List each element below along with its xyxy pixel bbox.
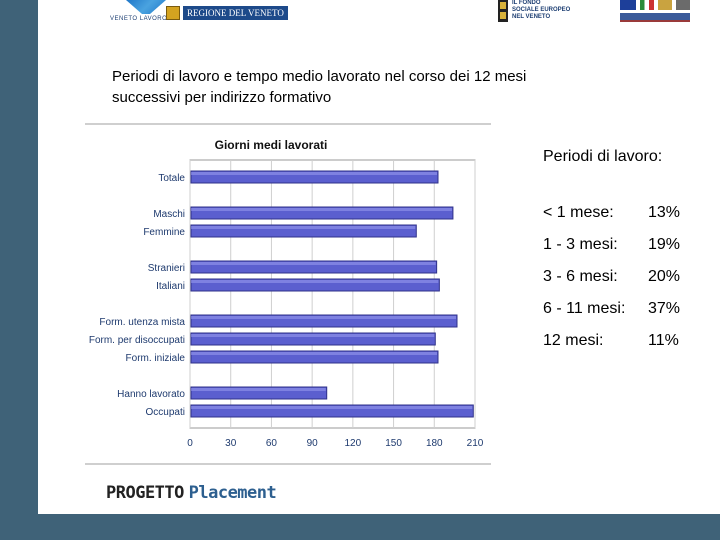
veneto-lavoro-mark-icon <box>126 0 166 14</box>
bar-highlight <box>191 406 473 409</box>
ministry-emblem-icon <box>676 0 690 10</box>
regione-veneto-text: REGIONE DEL VENETO <box>183 6 288 20</box>
bar-highlight <box>191 352 437 355</box>
period-label: 3 - 6 mesi: <box>543 268 618 285</box>
bar-highlight <box>191 172 437 175</box>
bar-highlight <box>191 208 452 211</box>
y-category-label: Femmine <box>143 227 185 238</box>
x-tick-label: 210 <box>467 438 484 449</box>
bar-highlight <box>191 280 439 283</box>
veneto-lavoro-logo: VENETO LAVORO <box>106 0 202 26</box>
region-emblem-icon <box>658 0 672 10</box>
slide: VENETO LAVORO REGIONE DEL VENETO IL FOND… <box>38 0 720 514</box>
y-category-label: Italiani <box>156 281 185 292</box>
footer-word-progetto: PROGETTO <box>106 483 184 503</box>
chart-panel: Giorni medi lavorati 0 30 60 90 120 150 180 210 T… <box>85 123 491 465</box>
period-value: 37% <box>648 300 681 317</box>
x-tick-label: 60 <box>266 438 278 449</box>
fse-logo-text: IL FONDO SOCIALE EUROPEO NEL VENETO <box>512 0 582 21</box>
period-label: < 1 mese: <box>543 204 614 221</box>
lion-emblem-icon <box>166 6 180 20</box>
period-value: 13% <box>648 204 681 221</box>
fse-line-1: IL FONDO <box>512 0 541 6</box>
italy-flag-icon <box>640 0 654 10</box>
y-category-label: Occupati <box>146 407 185 418</box>
slide-headline: Periodi di lavoro e tempo medio lavorato… <box>112 66 652 108</box>
period-label: 6 - 11 mesi: <box>543 300 626 317</box>
x-tick-label: 30 <box>225 438 237 449</box>
x-tick-label: 0 <box>187 438 193 449</box>
periods-heading: Periodi di lavoro: <box>543 148 663 165</box>
veneto-lavoro-logo-text: VENETO LAVORO <box>110 16 168 22</box>
period-label: 12 mesi: <box>543 332 604 349</box>
x-tick-label: 90 <box>307 438 319 449</box>
period-row: 6 - 11 mesi: 37% <box>543 300 713 332</box>
headline-line-1: Periodi di lavoro e tempo medio lavorato… <box>112 68 527 85</box>
y-category-label: Maschi <box>153 209 185 220</box>
period-row: < 1 mese: 13% <box>543 204 713 236</box>
period-value: 11% <box>648 332 679 349</box>
y-category-label: Form. iniziale <box>126 353 186 364</box>
period-row: 12 mesi: 11% <box>543 332 713 364</box>
eu-flag-icon <box>620 0 636 10</box>
x-tick-label: 180 <box>426 438 443 449</box>
period-row: 3 - 6 mesi: 20% <box>543 268 713 300</box>
footer-word-placement: Placement <box>188 483 277 503</box>
bar-chart: Giorni medi lavorati 0 30 60 90 120 150 180 210 T… <box>89 138 484 449</box>
period-value: 19% <box>648 236 681 253</box>
x-tick-label: 150 <box>385 438 402 449</box>
x-tick-label: 120 <box>345 438 362 449</box>
bar-highlight <box>191 226 416 229</box>
bar-highlight <box>191 334 435 337</box>
y-category-label: Totale <box>158 173 185 184</box>
y-category-label: Form. utenza mista <box>99 317 185 328</box>
bar-highlight <box>191 262 436 265</box>
regione-veneto-logo: REGIONE DEL VENETO <box>166 6 288 20</box>
fse-logo: IL FONDO SOCIALE EUROPEO NEL VENETO <box>498 0 588 24</box>
period-value: 20% <box>648 268 681 285</box>
period-row: 1 - 3 mesi: 19% <box>543 236 713 268</box>
logo-strip-band <box>620 13 690 20</box>
bar-highlight <box>191 316 456 319</box>
period-label: 1 - 3 mesi: <box>543 236 618 253</box>
fse-emblem-icon <box>498 0 508 22</box>
y-category-label: Stranieri <box>148 263 185 274</box>
y-category-label: Hanno lavorato <box>117 389 185 400</box>
logo-strip-line <box>620 20 690 22</box>
headline-line-2: successivi per indirizzo formativo <box>112 89 332 106</box>
chart-title: Giorni medi lavorati <box>215 138 328 152</box>
y-category-label: Form. per disoccupati <box>89 335 185 346</box>
fse-line-2: SOCIALE EUROPEO <box>512 7 571 13</box>
fse-line-3: NEL VENETO <box>512 14 551 20</box>
periods-panel: Periodi di lavoro: < 1 mese: 13% 1 - 3 m… <box>543 148 713 364</box>
bar-highlight <box>191 388 326 391</box>
institutional-logos-strip <box>620 0 692 22</box>
footer-logo: PROGETTO Placement <box>106 483 277 503</box>
